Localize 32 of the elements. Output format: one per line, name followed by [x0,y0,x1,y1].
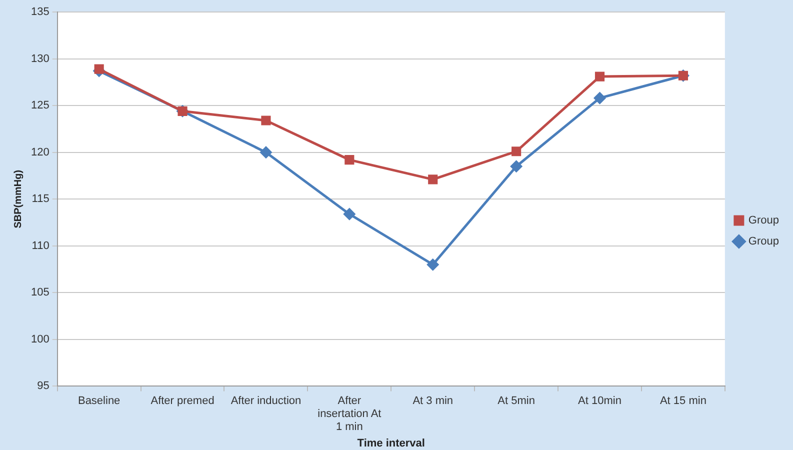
point [344,208,356,220]
y-tick-label: 105 [30,286,50,299]
y-tick-label: 115 [32,193,50,206]
y-tick-label: 110 [32,240,50,252]
x-tick-label: At 15 min [660,394,706,407]
y-tick-label: 95 [37,380,50,392]
x-tick-label: At 5min [498,394,535,407]
point [261,116,271,126]
legend-label: Group [748,214,780,227]
x-tick-label: At 3 min [412,394,454,407]
point [428,174,438,184]
x-tick-label: At 10min [578,394,622,407]
legend-label: Group [748,236,780,248]
point [344,155,354,165]
point [594,72,605,82]
y-tick-label: 125 [30,100,50,112]
y-tick-label: 135 [30,6,50,18]
y-tick-label: 100 [30,333,50,346]
x-tick-label: Baseline [78,394,120,407]
point [594,92,606,104]
point [512,146,522,156]
x-axis-title: Time interval [357,437,425,450]
x-tick-label: After premed [150,394,214,407]
x-tick-label: After insertation At 1 min [318,394,382,434]
point [510,160,522,172]
x-tick-label: After induction [230,394,302,407]
point [427,258,439,270]
point [260,146,272,158]
y-tick-label: 130 [30,52,50,65]
point [94,64,104,74]
y-tick-label: 120 [30,146,50,158]
y-axis-title: SBP(mmHg) [12,170,24,228]
